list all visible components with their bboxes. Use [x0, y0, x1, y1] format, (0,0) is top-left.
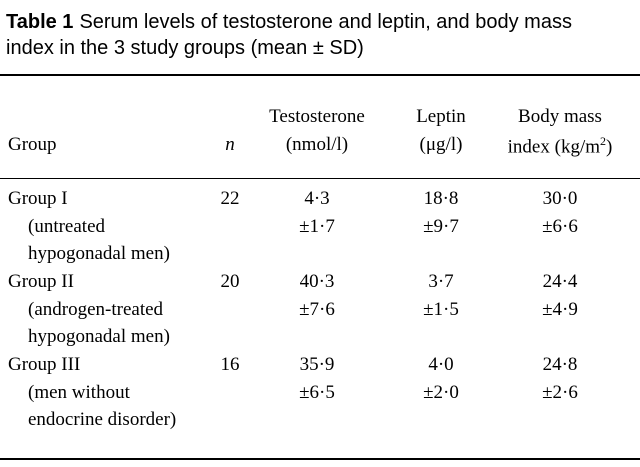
group-description: (men without	[28, 381, 130, 403]
testosterone-mean: 4·3	[304, 188, 330, 209]
caption-label: Table 1	[6, 11, 74, 33]
n-cell: 22	[220, 188, 240, 209]
leptin-mean: 18·8	[423, 188, 459, 209]
testosterone-sd: ±7·6	[299, 298, 335, 320]
header-leptin: Leptin	[416, 106, 466, 127]
header-bmi-close: )	[606, 136, 613, 158]
group-description: (androgen-treated	[28, 298, 164, 320]
caption-text: Serum levels of testosterone and leptin,…	[79, 11, 572, 33]
testosterone-mean: 40·3	[299, 271, 335, 292]
caption-line: Table 1 Serum levels of testosterone and …	[6, 10, 572, 34]
bmi-sd: ±2·6	[542, 381, 578, 403]
leptin-mean: 4·0	[428, 354, 454, 375]
header-bmi-text: index (kg/m	[507, 136, 601, 158]
bottom-rule	[0, 458, 640, 460]
group-description: hypogonadal men)	[28, 243, 170, 264]
header-n: n	[225, 134, 235, 155]
group-description: endocrine disorder)	[28, 409, 177, 430]
bmi-sd: ±6·6	[542, 215, 578, 237]
testosterone-sd: ±1·7	[299, 215, 335, 237]
header-leptin-unit: (μg/l)	[419, 134, 463, 155]
group-description: (untreated	[28, 215, 106, 237]
bmi-mean: 24·8	[542, 354, 578, 375]
header-testosterone-unit: (nmol/l)	[285, 134, 349, 155]
header-group: Group	[8, 134, 57, 155]
n-cell: 20	[220, 271, 240, 292]
header-testosterone: Testosterone	[269, 106, 365, 127]
header-bmi-sup: 2	[600, 134, 607, 148]
leptin-sd: ±1·5	[423, 298, 459, 320]
n-cell: 16	[220, 354, 240, 375]
header-rule	[0, 178, 640, 179]
group-name: Group II	[8, 271, 74, 292]
leptin-sd: ±9·7	[423, 215, 459, 237]
top-rule	[0, 74, 640, 76]
header-bmi-unit: index (kg/m2)	[508, 130, 613, 158]
testosterone-mean: 35·9	[299, 354, 335, 375]
group-name: Group I	[8, 188, 68, 209]
leptin-sd: ±2·0	[423, 381, 459, 403]
testosterone-sd: ±6·5	[299, 381, 335, 403]
bmi-sd: ±4·9	[542, 298, 578, 320]
group-description: hypogonadal men)	[28, 326, 170, 347]
leptin-mean: 3·7	[428, 271, 454, 292]
bmi-mean: 24·4	[542, 271, 578, 292]
group-name: Group III	[8, 354, 81, 375]
bmi-mean: 30·0	[542, 188, 578, 209]
caption-line: index in the 3 study groups (mean ± SD)	[6, 37, 364, 59]
header-bmi: Body mass	[518, 106, 602, 127]
